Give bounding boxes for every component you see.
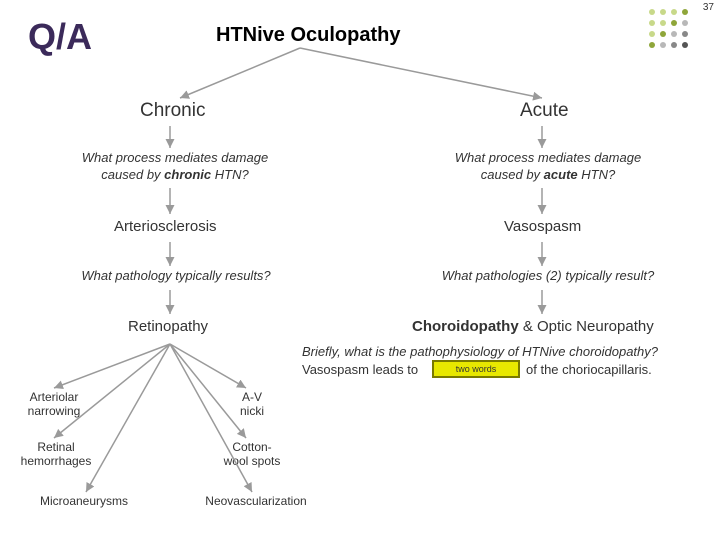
page-title: HTNive Oculopathy bbox=[210, 22, 406, 49]
leaf-text: A-V bbox=[242, 390, 262, 404]
leaf-text: Arteriolar bbox=[30, 390, 79, 404]
page-number: 37 bbox=[703, 2, 714, 13]
pathophys-answer-post: of the choriocapillaris. bbox=[526, 362, 652, 377]
leaf-microaneurysms: Microaneurysms bbox=[24, 494, 144, 508]
acute-a2: Choroidopathy & Optic Neuropathy bbox=[412, 318, 654, 335]
chronic-q2: What pathology typically results? bbox=[66, 268, 286, 285]
leaf-av-nicking: A-Vnicki bbox=[232, 390, 272, 419]
acute-q2: What pathologies (2) typically result? bbox=[428, 268, 668, 285]
leaf-text: narrowing bbox=[28, 404, 81, 418]
acute-a1: Vasospasm bbox=[504, 218, 581, 235]
acute-label: Acute bbox=[520, 100, 569, 122]
qa-label: Q/A bbox=[28, 16, 92, 58]
acute-q1-suffix: HTN? bbox=[578, 167, 616, 182]
chronic-q1-suffix: HTN? bbox=[211, 167, 249, 182]
acute-a2-bold: Choroidopathy bbox=[412, 318, 519, 335]
pathophys-question: Briefly, what is the pathophysiology of … bbox=[302, 344, 658, 359]
leaf-text: Retinal bbox=[37, 440, 74, 454]
acute-a2-rest: & Optic Neuropathy bbox=[519, 318, 654, 335]
leaf-text: hemorrhages bbox=[21, 454, 92, 468]
leaf-arteriolar-narrowing: Arteriolarnarrowing bbox=[18, 390, 90, 419]
blank-fill-box[interactable]: two words bbox=[432, 360, 520, 378]
chronic-label: Chronic bbox=[140, 100, 205, 122]
chronic-a2: Retinopathy bbox=[128, 318, 208, 335]
acute-q1-prefix: caused by bbox=[481, 167, 544, 182]
chronic-q1: What process mediates damage caused by c… bbox=[70, 150, 280, 184]
chronic-q1-line1: What process mediates damage bbox=[82, 150, 268, 165]
acute-q1-line1: What process mediates damage bbox=[455, 150, 641, 165]
chronic-q1-prefix: caused by bbox=[101, 167, 164, 182]
leaf-text: Cotton- bbox=[232, 440, 271, 454]
leaf-cotton-wool: Cotton-wool spots bbox=[216, 440, 288, 469]
leaf-retinal-hemorrhages: Retinalhemorrhages bbox=[10, 440, 102, 469]
acute-q1-bold: acute bbox=[544, 167, 578, 182]
leaf-neovascularization: Neovascularization bbox=[196, 494, 316, 508]
leaf-text: nicki bbox=[240, 404, 264, 418]
pathophys-answer-pre: Vasospasm leads to bbox=[302, 362, 418, 377]
acute-q1: What process mediates damage caused by a… bbox=[440, 150, 656, 184]
chronic-q1-bold: chronic bbox=[164, 167, 211, 182]
dot-grid-icon bbox=[646, 6, 696, 56]
chronic-a1: Arteriosclerosis bbox=[114, 218, 217, 235]
leaf-text: wool spots bbox=[224, 454, 281, 468]
